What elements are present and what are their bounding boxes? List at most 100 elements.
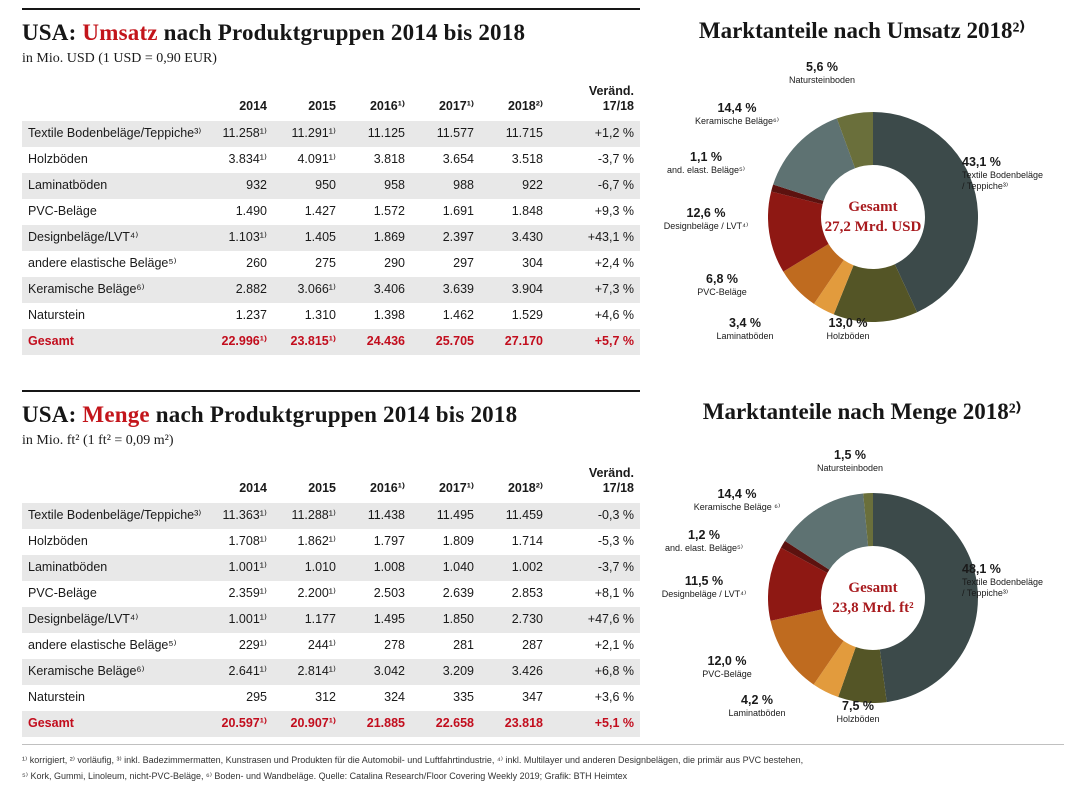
cell-value: 932 — [246, 178, 267, 192]
menge-pie-title: Marktanteile nach Menge 2018²⁾ — [702, 399, 1022, 424]
cell-value: 11.438 — [367, 508, 405, 522]
row-label: Laminatböden — [28, 560, 108, 574]
cell-value: 1.495 — [373, 612, 405, 626]
row-label: Textile Bodenbeläge/Teppiche³⁾ — [28, 126, 202, 140]
cell-value: 312 — [315, 690, 336, 704]
slice-name: Holzböden — [826, 331, 870, 341]
cell-change: +5,7 % — [594, 334, 634, 348]
cell-value: 23.818 — [504, 716, 543, 730]
slice-name: Keramische Beläge ⁶⁾ — [693, 502, 781, 512]
pie-slice-designbelaege-lvt — [768, 547, 828, 621]
cell-value: 3.406 — [373, 282, 405, 296]
cell-value: 2.814¹⁾ — [297, 664, 336, 678]
slice-percent: 5,6 % — [806, 60, 838, 74]
change-header-line2: 17/18 — [602, 480, 634, 495]
cell-value: 22.658 — [435, 716, 474, 730]
cell-value: 1.405 — [304, 230, 336, 244]
pie-slice-holzboeden — [833, 264, 918, 322]
table-row: Naturstein 295 312 324 335 347 +3,6 % — [22, 685, 640, 711]
section-divider — [22, 8, 640, 10]
cell-value: 1.002 — [511, 560, 543, 574]
pie-slice-laminatboeden — [813, 260, 854, 315]
cell-value: 1.427 — [304, 204, 336, 218]
table-row: Holzböden 1.708¹⁾ 1.862¹⁾ 1.797 1.809 1.714 -5… — [22, 529, 640, 555]
column-header-year: 2014 — [239, 98, 267, 113]
slice-name: Holzböden — [836, 714, 880, 724]
cell-value: 27.170 — [504, 334, 543, 348]
slice-label-holzboeden: 13,0 % Holzböden — [773, 316, 923, 342]
row-label: andere elastische Beläge⁵⁾ — [28, 256, 177, 270]
cell-value: 1.714 — [511, 534, 543, 548]
pie-slice-textile-bodenbelaege — [873, 493, 978, 703]
menge-table-title: USA: Menge nach Produktgruppen 2014 bis … — [22, 401, 640, 429]
slice-name: PVC-Beläge — [702, 669, 752, 679]
row-label: Holzböden — [28, 534, 88, 548]
cell-value: 20.907¹⁾ — [290, 716, 336, 730]
menge-table-subtitle: in Mio. ft² (1 ft² = 0,09 m²) — [22, 433, 174, 448]
table-row: Designbeläge/LVT⁴⁾ 1.103¹⁾ 1.405 1.869 2.397… — [22, 224, 640, 251]
column-header-year: 2018²⁾ — [507, 98, 543, 113]
umsatz-data-table: 2014 2015 2016¹⁾ 2017¹⁾ 2018²⁾ Veränd. 17/18 T… — [22, 78, 640, 355]
cell-value: 24.436 — [366, 334, 405, 348]
title-highlight: Umsatz — [82, 20, 158, 45]
cell-value: 244¹⁾ — [307, 638, 336, 652]
table-row: Keramische Beläge⁶⁾ 2.641¹⁾ 2.814¹⁾ 3.042 3.… — [22, 658, 640, 685]
row-label: Naturstein — [28, 690, 85, 704]
cell-change: +2,4 % — [594, 256, 634, 270]
slice-name: Textile Bodenbeläge — [962, 170, 1044, 180]
title-prefix: USA: — [22, 402, 83, 427]
slice-name: Natursteinboden — [788, 75, 856, 85]
cell-value: 1.848 — [511, 204, 543, 218]
cell-value: 958 — [384, 178, 405, 192]
cell-value: 1.850 — [442, 612, 474, 626]
cell-value: 3.518 — [511, 152, 543, 166]
slice-percent: 6,8 % — [706, 272, 738, 286]
cell-value: 1.398 — [373, 308, 405, 322]
row-label: Naturstein — [28, 308, 85, 322]
total-row: Gesamt 22.996¹⁾ 23.815¹⁾ 24.436 25.705 27.170… — [22, 328, 640, 355]
pie-slice-pvc-belaege — [783, 244, 844, 304]
menge-data-table: 2014 2015 2016¹⁾ 2017¹⁾ 2018²⁾ Veränd. 17/18 T… — [22, 460, 640, 737]
slice-name: / Teppiche³⁾ — [962, 588, 1009, 598]
slice-percent: 1,2 % — [688, 528, 720, 542]
pie-slice-natursteinboden — [836, 112, 873, 169]
pie-slice-pvc-belaege — [770, 609, 844, 685]
row-label: Designbeläge/LVT⁴⁾ — [28, 230, 139, 244]
cell-change: +43,1 % — [587, 230, 634, 244]
cell-value: 2.639 — [442, 586, 474, 600]
cell-value: 2.397 — [442, 230, 474, 244]
slice-percent: 48,1 % — [962, 562, 1001, 576]
donut-center-word: Gesamt — [848, 580, 898, 596]
cell-value: 1.008 — [373, 560, 405, 574]
cell-value: 3.818 — [373, 152, 405, 166]
row-label: Gesamt — [28, 716, 74, 730]
pie-slice-laminatboeden — [813, 640, 856, 698]
cell-value: 2.853 — [511, 586, 543, 600]
slice-percent: 12,0 % — [707, 654, 747, 668]
footnote-line-1: ¹⁾ korrigiert, ²⁾ vorläufig, ³⁾ inkl. Ba… — [22, 755, 804, 765]
column-header-year: 2017¹⁾ — [438, 480, 474, 495]
cell-value: 295 — [246, 690, 267, 704]
footnotes: ¹⁾ korrigiert, ²⁾ vorläufig, ³⁾ inkl. Ba… — [22, 744, 1064, 784]
slice-label-textile-bodenbelaege: 43,1 % Textile Bodenbeläge / Teppiche³⁾ — [962, 155, 1074, 192]
cell-value: 11.288¹⁾ — [291, 508, 336, 522]
umsatz-table-subtitle: in Mio. USD (1 USD = 0,90 EUR) — [22, 51, 217, 66]
menge-donut-chart — [768, 493, 978, 703]
cell-value: 11.363¹⁾ — [222, 508, 267, 522]
menge-table-header-row: 2014 2015 2016¹⁾ 2017¹⁾ 2018²⁾ Veränd. 17/18 — [22, 460, 640, 503]
cell-change: +7,3 % — [594, 282, 634, 296]
slice-name: Designbeläge / LVT⁴⁾ — [661, 589, 747, 599]
slice-label-pvc-belaege: 12,0 % PVC-Beläge — [652, 654, 802, 680]
slice-label-laminatboeden: 4,2 % Laminatböden — [682, 693, 832, 719]
donut-center-word: Gesamt — [848, 199, 898, 215]
pie-slice-and-elast-belaege — [780, 540, 830, 574]
slice-label-designbelaege-lvt: 11,5 % Designbeläge / LVT⁴⁾ — [629, 574, 779, 600]
cell-value: 3.066¹⁾ — [297, 282, 336, 296]
cell-value: 11.258¹⁾ — [222, 126, 267, 140]
slice-label-holzboeden: 7,5 % Holzböden — [783, 699, 933, 725]
slice-percent: 43,1 % — [962, 155, 1001, 169]
cell-value: 1.001¹⁾ — [228, 612, 267, 626]
cell-value: 988 — [453, 178, 474, 192]
umsatz-table-section: USA: Umsatz nach Produktgruppen 2014 bis… — [22, 8, 640, 355]
cell-value: 304 — [522, 256, 543, 270]
